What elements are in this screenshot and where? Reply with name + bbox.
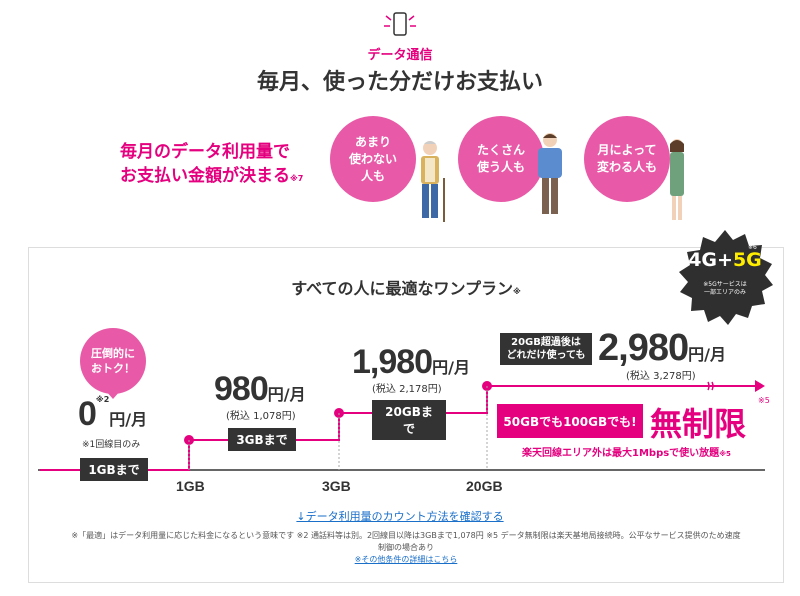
circle-text: 変わる人も [596,160,657,174]
footnotes: ※「最適」はデータ利用量に応じた料金になるという意味です ※2 通話料等は別。2… [38,530,774,566]
tier1-price-unit: 円/月 [109,410,148,429]
circle-text: 人も [360,168,385,183]
lead-line2: お支払い金額が決まる [120,166,290,186]
tier4-tag-line2: どれだけ使っても [506,350,586,361]
tier4-price: 2,980円/月 [598,327,726,370]
circle-text: 月によって [597,143,657,157]
count-method-link-row: ↓データ利用量のカウント方法を確認する [0,508,800,524]
circle-text: たくさん [476,143,525,157]
circle-light-user: あまり 使わない 人も [330,116,416,202]
outside-note-text: 楽天回線エリア外は最大1Mbpsで使い放題 [522,448,720,459]
badge-note: ※6 [748,244,757,251]
phone-icon [384,12,416,36]
tier2-sub: (税込 1,078円) [226,411,296,422]
badge-sub2: 一部エリアのみ [703,289,746,296]
panel-title: すべての人に最適なワンプラン※ [28,275,784,299]
tier3-sub: (税込 2,178円) [372,384,442,395]
lead-text: 毎月のデータ利用量で お支払い金額が決まる※7 [120,140,303,191]
other-conditions-link[interactable]: ※その他条件の詳細はこちら [354,555,458,564]
circle-text: 使う人も [476,160,525,174]
tier4-tag: 20GB超過後は どれだけ使っても [500,333,592,365]
panel-title-note: ※ [512,287,521,296]
tier4-tag-line1: 20GB超過後は [511,337,581,348]
unlimited-box: 50GBでも100GBでも! [497,404,643,438]
young-man-illustration [538,133,562,214]
tier4-price-unit: 円/月 [688,345,726,364]
tier1-tag: 1GBまで [80,458,148,481]
tier2-price: 980円/月 [214,370,306,409]
circle-text: 使わない [348,151,397,166]
outside-area-note: 楽天回線エリア外は最大1Mbpsで使い放題※5 [522,444,731,459]
tier3-price-unit: 円/月 [432,358,470,377]
section-label: データ通信 [367,48,433,63]
axis-label-1gb: 1GB [176,478,205,494]
unlimited-text: 無制限 [650,405,747,443]
elderly-person-illustration [421,141,445,222]
tier4-sub: (税込 3,278円) [626,371,696,382]
circle-variable-user: 月によって変わる人も [584,116,670,202]
panel-title-text: すべての人に最適なワンプラン [291,279,513,298]
headline: 毎月、使った分だけお支払い [256,70,543,95]
axis-label-3gb: 3GB [322,478,351,494]
unlimited-note: ※5 [758,396,770,405]
tier2-price-unit: 円/月 [267,385,306,404]
lead-note: ※7 [290,174,304,183]
badge-sub1: ※5Gサービスは [703,281,747,288]
tier3-price: 1,980円/月 [352,343,470,382]
lead-line1: 毎月のデータ利用量で [120,142,290,162]
badge-sub: ※5Gサービスは 一部エリアのみ [675,281,775,297]
badge-prefix: 4G+ [688,249,733,271]
tier3-price-value: 1,980 [352,343,433,381]
arrow-head [755,380,765,392]
4g-5g-badge [679,230,773,325]
footnote1: ※「最適」はデータ利用量に応じた料金になるという意味です ※2 通話料等は別。2… [71,531,741,540]
count-method-link[interactable]: ↓データ利用量のカウント方法を確認する [296,510,504,523]
circle-text: あまり [354,134,391,149]
tier1-sub: ※1回線目のみ [82,440,141,450]
axis-label-20gb: 20GB [466,478,503,494]
tier3-tag: 20GBまで [372,400,446,440]
bubble-line1: 圧倒的に [91,347,135,360]
tier1-price: 0※2 円/月 [78,395,147,434]
badge-text: 4G+5G [675,249,775,271]
tier4-price-value: 2,980 [598,327,689,369]
great-deal-bubble: 圧倒的におトク！ [80,328,146,394]
tier1-price-note: ※2 [95,395,110,404]
tier2-price-value: 980 [214,370,269,408]
woman-illustration [670,139,684,220]
tier1-price-value: 0 [78,395,97,433]
footnote2: 制御の場合あり [378,543,434,552]
circle-heavy-user: たくさん 使う人も [458,116,544,202]
bubble-tail [106,391,120,399]
badge-highlight: 5G [732,249,762,271]
tier2-tag: 3GBまで [228,428,296,451]
bubble-line2: おトク！ [91,362,135,375]
outside-note-mark: ※5 [719,450,731,458]
